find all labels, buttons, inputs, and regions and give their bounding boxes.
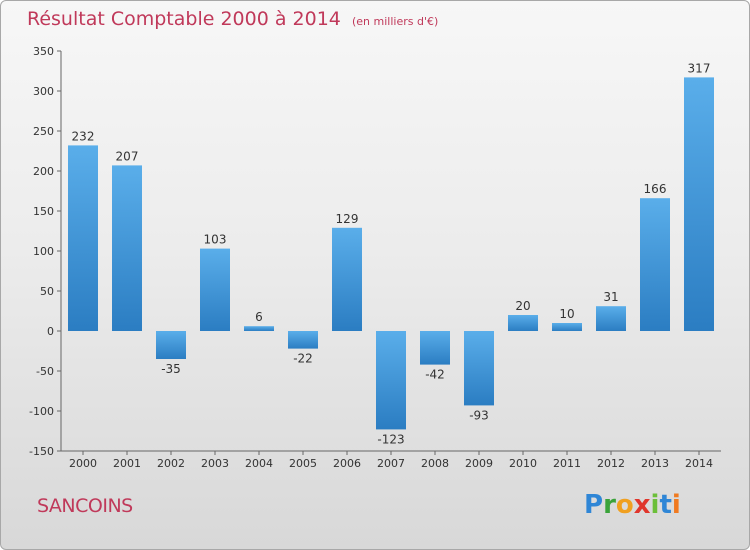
bar <box>464 331 494 406</box>
bar <box>200 248 230 331</box>
chart-unit: (en milliers d'€) <box>351 15 439 28</box>
chart-title-block: Résultat Comptable 2000 à 2014 (en milli… <box>27 8 438 30</box>
data-label: 10 <box>559 307 574 321</box>
x-tick-label: 2010 <box>509 457 537 470</box>
x-tick-label: 2002 <box>157 457 185 470</box>
data-label: 166 <box>644 182 667 196</box>
proxiti-logo[interactable]: Proxiti <box>584 490 681 520</box>
data-label: 6 <box>255 310 263 324</box>
chart-title: Résultat Comptable 2000 à 2014 <box>27 8 341 30</box>
x-tick-label: 2001 <box>113 457 141 470</box>
data-label: 129 <box>336 212 359 226</box>
y-tick-label: 350 <box>33 45 54 58</box>
x-tick-label: 2000 <box>69 457 97 470</box>
x-tick-label: 2005 <box>289 457 317 470</box>
x-tick-label: 2013 <box>641 457 669 470</box>
data-label: -22 <box>293 352 313 366</box>
bar <box>508 315 538 331</box>
x-tick-label: 2014 <box>685 457 713 470</box>
x-tick-label: 2004 <box>245 457 273 470</box>
bar <box>640 198 670 331</box>
data-label: -42 <box>425 368 445 382</box>
data-label: 207 <box>116 149 139 163</box>
bar <box>112 165 142 331</box>
x-tick-label: 2008 <box>421 457 449 470</box>
bar <box>684 77 714 332</box>
x-tick-label: 2011 <box>553 457 581 470</box>
bar <box>68 145 98 331</box>
data-label: -93 <box>469 408 489 422</box>
x-tick-label: 2003 <box>201 457 229 470</box>
y-tick-label: 300 <box>33 85 54 98</box>
data-label: 20 <box>515 299 530 313</box>
bar <box>244 326 274 331</box>
data-label: 232 <box>72 129 95 143</box>
bar <box>420 331 450 365</box>
data-label: -35 <box>161 362 181 376</box>
x-tick-label: 2009 <box>465 457 493 470</box>
y-tick-label: 250 <box>33 125 54 138</box>
x-tick-label: 2012 <box>597 457 625 470</box>
x-tick-label: 2006 <box>333 457 361 470</box>
data-label: -123 <box>377 432 404 446</box>
bar <box>156 331 186 359</box>
y-tick-label: 0 <box>47 325 54 338</box>
x-tick-label: 2007 <box>377 457 405 470</box>
bar <box>552 323 582 331</box>
y-tick-label: -150 <box>29 445 54 458</box>
data-label: 31 <box>603 290 618 304</box>
bar <box>596 306 626 331</box>
y-tick-label: -50 <box>36 365 54 378</box>
y-tick-label: 150 <box>33 205 54 218</box>
y-tick-label: 200 <box>33 165 54 178</box>
y-tick-label: -100 <box>29 405 54 418</box>
data-label: 103 <box>204 233 227 247</box>
bar <box>376 331 406 430</box>
commune-name: SANCOINS <box>37 495 133 517</box>
bar <box>288 331 318 349</box>
data-label: 317 <box>688 61 711 75</box>
y-tick-label: 100 <box>33 245 54 258</box>
y-tick-label: 50 <box>40 285 54 298</box>
bar <box>332 227 362 331</box>
